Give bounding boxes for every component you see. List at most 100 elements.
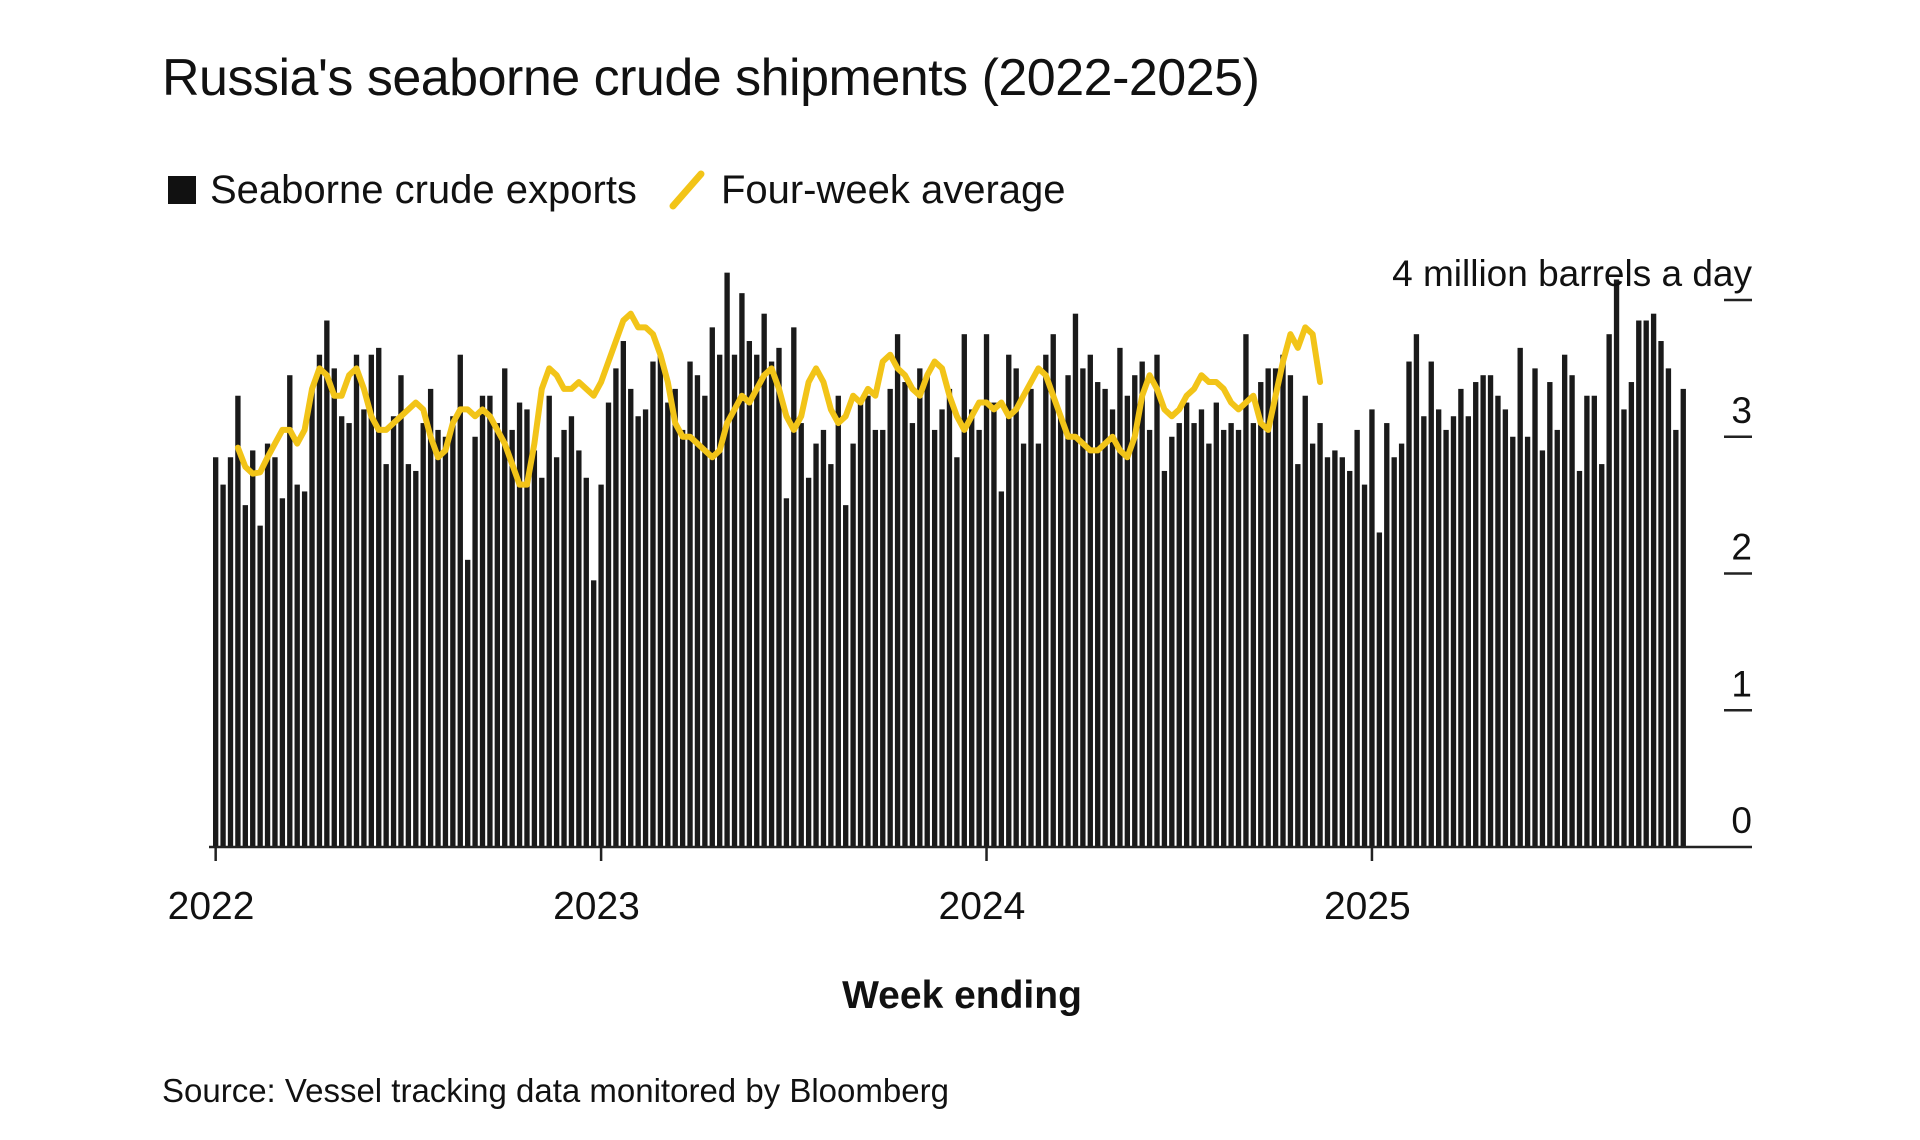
bar-week-5 [250, 450, 256, 847]
bar-week-197 [1673, 429, 1679, 847]
chart-plot: 0 1 2 3 4 million barrels a day 2022 2023 2024… [168, 253, 1753, 1017]
legend-bar-swatch-icon [168, 176, 196, 204]
bar-week-110 [1028, 388, 1034, 847]
bar-week-136 [1221, 429, 1227, 847]
bar-week-103 [976, 429, 982, 847]
bar-week-150 [1324, 457, 1331, 847]
bar-week-131 [1183, 402, 1190, 847]
bar-week-162 [1413, 334, 1420, 847]
bar-week-41 [516, 402, 523, 847]
x-tick-label-2023: 2023 [553, 885, 640, 928]
bar-week-116 [1072, 313, 1079, 847]
bar-week-44 [539, 477, 545, 847]
bar-week-91 [887, 388, 893, 847]
bar-week-63 [679, 429, 686, 847]
bar-week-170 [1473, 382, 1479, 847]
bar-week-198 [1680, 388, 1686, 847]
bar-week-94 [909, 423, 916, 847]
bar-week-85 [843, 505, 849, 848]
bar-week-148 [1309, 443, 1316, 847]
bar-week-93 [902, 382, 908, 847]
x-axis-title: Week ending [842, 974, 1082, 1017]
bar-week-130 [1176, 423, 1182, 847]
bar-week-42 [524, 409, 530, 847]
bar-week-196 [1665, 368, 1672, 848]
x-tick-label-2025: 2025 [1324, 885, 1411, 928]
bar-week-31 [442, 436, 449, 847]
bar-week-66 [702, 395, 708, 847]
bar-week-30 [435, 429, 441, 847]
bar-week-123 [1124, 395, 1131, 847]
bar-week-128 [1161, 470, 1168, 847]
bar-week-71 [739, 293, 745, 847]
y-tick-label-0: 0 [1731, 800, 1752, 841]
bar-week-55 [620, 341, 626, 847]
bar-week-25 [398, 375, 404, 847]
bar-week-129 [1169, 436, 1175, 847]
bar-week-111 [1035, 443, 1042, 847]
bar-week-114 [1057, 416, 1064, 847]
bar-week-90 [880, 429, 886, 847]
bar-week-65 [694, 375, 701, 847]
bar-week-164 [1428, 361, 1434, 847]
legend-label-average: Four-week average [720, 167, 1066, 212]
bar-series-group [213, 272, 1686, 848]
bar-week-126 [1146, 429, 1153, 847]
bar-week-58 [642, 409, 649, 847]
bar-week-161 [1406, 361, 1412, 847]
bar-week-35 [472, 436, 478, 847]
bar-week-158 [1384, 423, 1390, 847]
bar-week-156 [1369, 409, 1375, 847]
bar-week-84 [835, 395, 841, 847]
bar-week-172 [1487, 375, 1494, 847]
bar-week-183 [1569, 375, 1575, 847]
bar-week-73 [754, 354, 760, 847]
bar-week-14 [316, 354, 323, 847]
bar-week-17 [339, 416, 345, 847]
bar-week-188 [1606, 334, 1612, 847]
legend-line-swatch-icon [669, 170, 705, 210]
legend-item-average: Four-week average [667, 168, 1066, 213]
bar-week-81 [813, 443, 819, 847]
bar-week-75 [768, 361, 775, 847]
bar-week-189 [1613, 279, 1620, 847]
bar-week-104 [983, 334, 990, 847]
y-tick-label-3: 3 [1731, 390, 1752, 431]
bar-week-191 [1628, 382, 1635, 847]
bar-week-95 [917, 368, 923, 848]
bar-week-124 [1132, 375, 1138, 847]
bar-week-40 [509, 429, 515, 847]
bar-week-47 [561, 429, 567, 847]
bar-week-186 [1591, 395, 1597, 847]
bar-week-26 [405, 464, 412, 847]
bar-week-195 [1658, 341, 1664, 847]
bar-week-152 [1339, 457, 1345, 847]
bar-week-21 [368, 354, 374, 847]
bar-week-34 [465, 559, 471, 847]
bar-week-154 [1354, 429, 1360, 847]
bar-week-11 [294, 484, 300, 847]
bar-week-127 [1154, 354, 1160, 847]
bar-week-155 [1361, 484, 1368, 847]
bar-week-13 [309, 388, 315, 847]
bar-week-67 [709, 327, 715, 848]
bar-week-117 [1080, 368, 1086, 848]
y-tick-label-2: 2 [1731, 527, 1752, 568]
bar-week-125 [1139, 361, 1145, 847]
bar-week-48 [568, 416, 575, 847]
x-tick-label-2022: 2022 [168, 885, 255, 928]
bar-week-7 [264, 443, 271, 847]
bar-week-62 [672, 388, 678, 847]
bar-week-97 [931, 429, 938, 847]
bar-week-139 [1243, 334, 1249, 847]
bar-week-27 [413, 470, 419, 847]
y-axis-ticks: 0 1 2 3 4 million barrels a day [1392, 253, 1752, 841]
bar-week-1 [220, 484, 226, 847]
bar-week-10 [287, 375, 293, 847]
bar-week-15 [324, 320, 330, 847]
bar-week-74 [761, 313, 767, 847]
bar-week-133 [1198, 409, 1205, 847]
bar-week-177 [1524, 436, 1531, 847]
bar-week-70 [731, 354, 738, 847]
bar-week-49 [576, 450, 582, 847]
